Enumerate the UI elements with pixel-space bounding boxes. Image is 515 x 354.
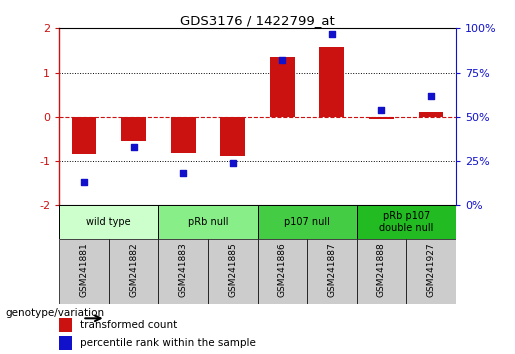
- Bar: [356, 205, 456, 239]
- Point: [229, 160, 237, 166]
- Text: GSM241883: GSM241883: [179, 242, 187, 297]
- Text: GSM241927: GSM241927: [426, 242, 436, 297]
- Text: transformed count: transformed count: [80, 320, 177, 330]
- Bar: [59, 205, 158, 239]
- Point: [80, 179, 88, 185]
- Bar: [356, 239, 406, 304]
- Point: [427, 93, 435, 98]
- Bar: [307, 239, 356, 304]
- Bar: [319, 47, 344, 117]
- Bar: [406, 239, 456, 304]
- Bar: [369, 117, 394, 119]
- Text: GSM241888: GSM241888: [377, 242, 386, 297]
- Text: pRb null: pRb null: [187, 217, 228, 227]
- Bar: [270, 57, 295, 117]
- Bar: [109, 239, 158, 304]
- Text: genotype/variation: genotype/variation: [5, 308, 104, 318]
- Bar: [72, 117, 96, 154]
- Text: GSM241887: GSM241887: [328, 242, 336, 297]
- Bar: [158, 239, 208, 304]
- Bar: [121, 117, 146, 141]
- Text: percentile rank within the sample: percentile rank within the sample: [80, 338, 256, 348]
- Bar: [208, 239, 258, 304]
- Text: GSM241882: GSM241882: [129, 242, 138, 297]
- Point: [278, 57, 286, 63]
- Bar: [258, 205, 356, 239]
- Text: GSM241886: GSM241886: [278, 242, 287, 297]
- Bar: [59, 318, 72, 332]
- Text: GSM241881: GSM241881: [79, 242, 89, 297]
- Bar: [158, 205, 258, 239]
- Text: p107 null: p107 null: [284, 217, 330, 227]
- Point: [179, 171, 187, 176]
- Point: [129, 144, 138, 150]
- Bar: [419, 113, 443, 117]
- Text: pRb p107
double null: pRb p107 double null: [379, 211, 434, 233]
- Bar: [258, 239, 307, 304]
- Point: [377, 107, 386, 113]
- Text: wild type: wild type: [87, 217, 131, 227]
- Point: [328, 31, 336, 36]
- Title: GDS3176 / 1422799_at: GDS3176 / 1422799_at: [180, 14, 335, 27]
- Bar: [59, 239, 109, 304]
- Text: GSM241885: GSM241885: [228, 242, 237, 297]
- Bar: [220, 117, 245, 156]
- Bar: [171, 117, 196, 153]
- Bar: [59, 336, 72, 350]
